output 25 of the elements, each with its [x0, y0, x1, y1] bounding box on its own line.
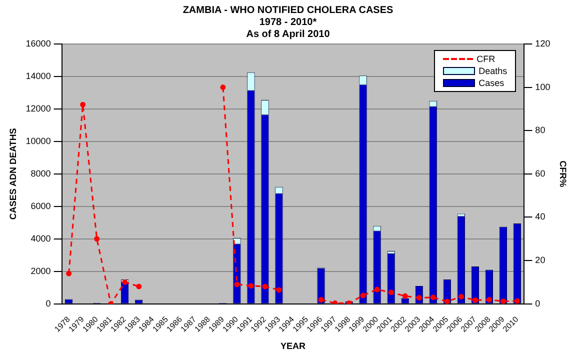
- y2-tick-label: 60: [535, 168, 546, 178]
- y-tick-label: 4000: [30, 233, 51, 244]
- y-tick-label: 10000: [26, 136, 51, 146]
- y2-tick-label: 0: [535, 298, 540, 308]
- legend-label: Cases: [478, 78, 504, 88]
- y-tick-label: 12000: [26, 103, 51, 114]
- y-axis-title: CASES ADN DEATHS: [8, 128, 18, 220]
- y2-tick-label: 40: [535, 212, 546, 222]
- y2-tick-label: 80: [535, 125, 546, 136]
- y-tick-label: 16000: [26, 38, 51, 48]
- y-tick-label: 6000: [30, 200, 51, 211]
- y-tick-label: 14000: [26, 70, 51, 81]
- legend-label: CFR: [476, 54, 496, 64]
- y-tick-label: 2000: [30, 266, 51, 276]
- y-tick-label: 0: [46, 298, 51, 308]
- legend-label: Deaths: [478, 66, 508, 76]
- y2-tick-label: 20: [535, 255, 546, 266]
- y-tick-label: 8000: [30, 168, 51, 178]
- text: As of 8 April 2010: [246, 28, 330, 40]
- y2-tick-label: 120: [535, 38, 550, 48]
- chart-subtitle: 1978 - 2010*: [259, 16, 317, 28]
- chart-title: ZAMBIA - WHO NOTIFIED CHOLERA CASES: [182, 4, 394, 16]
- x-axis-title: YEAR: [280, 341, 306, 352]
- y2-axis-title: CFR%: [558, 160, 568, 188]
- y2-tick-label: 100: [535, 82, 550, 92]
